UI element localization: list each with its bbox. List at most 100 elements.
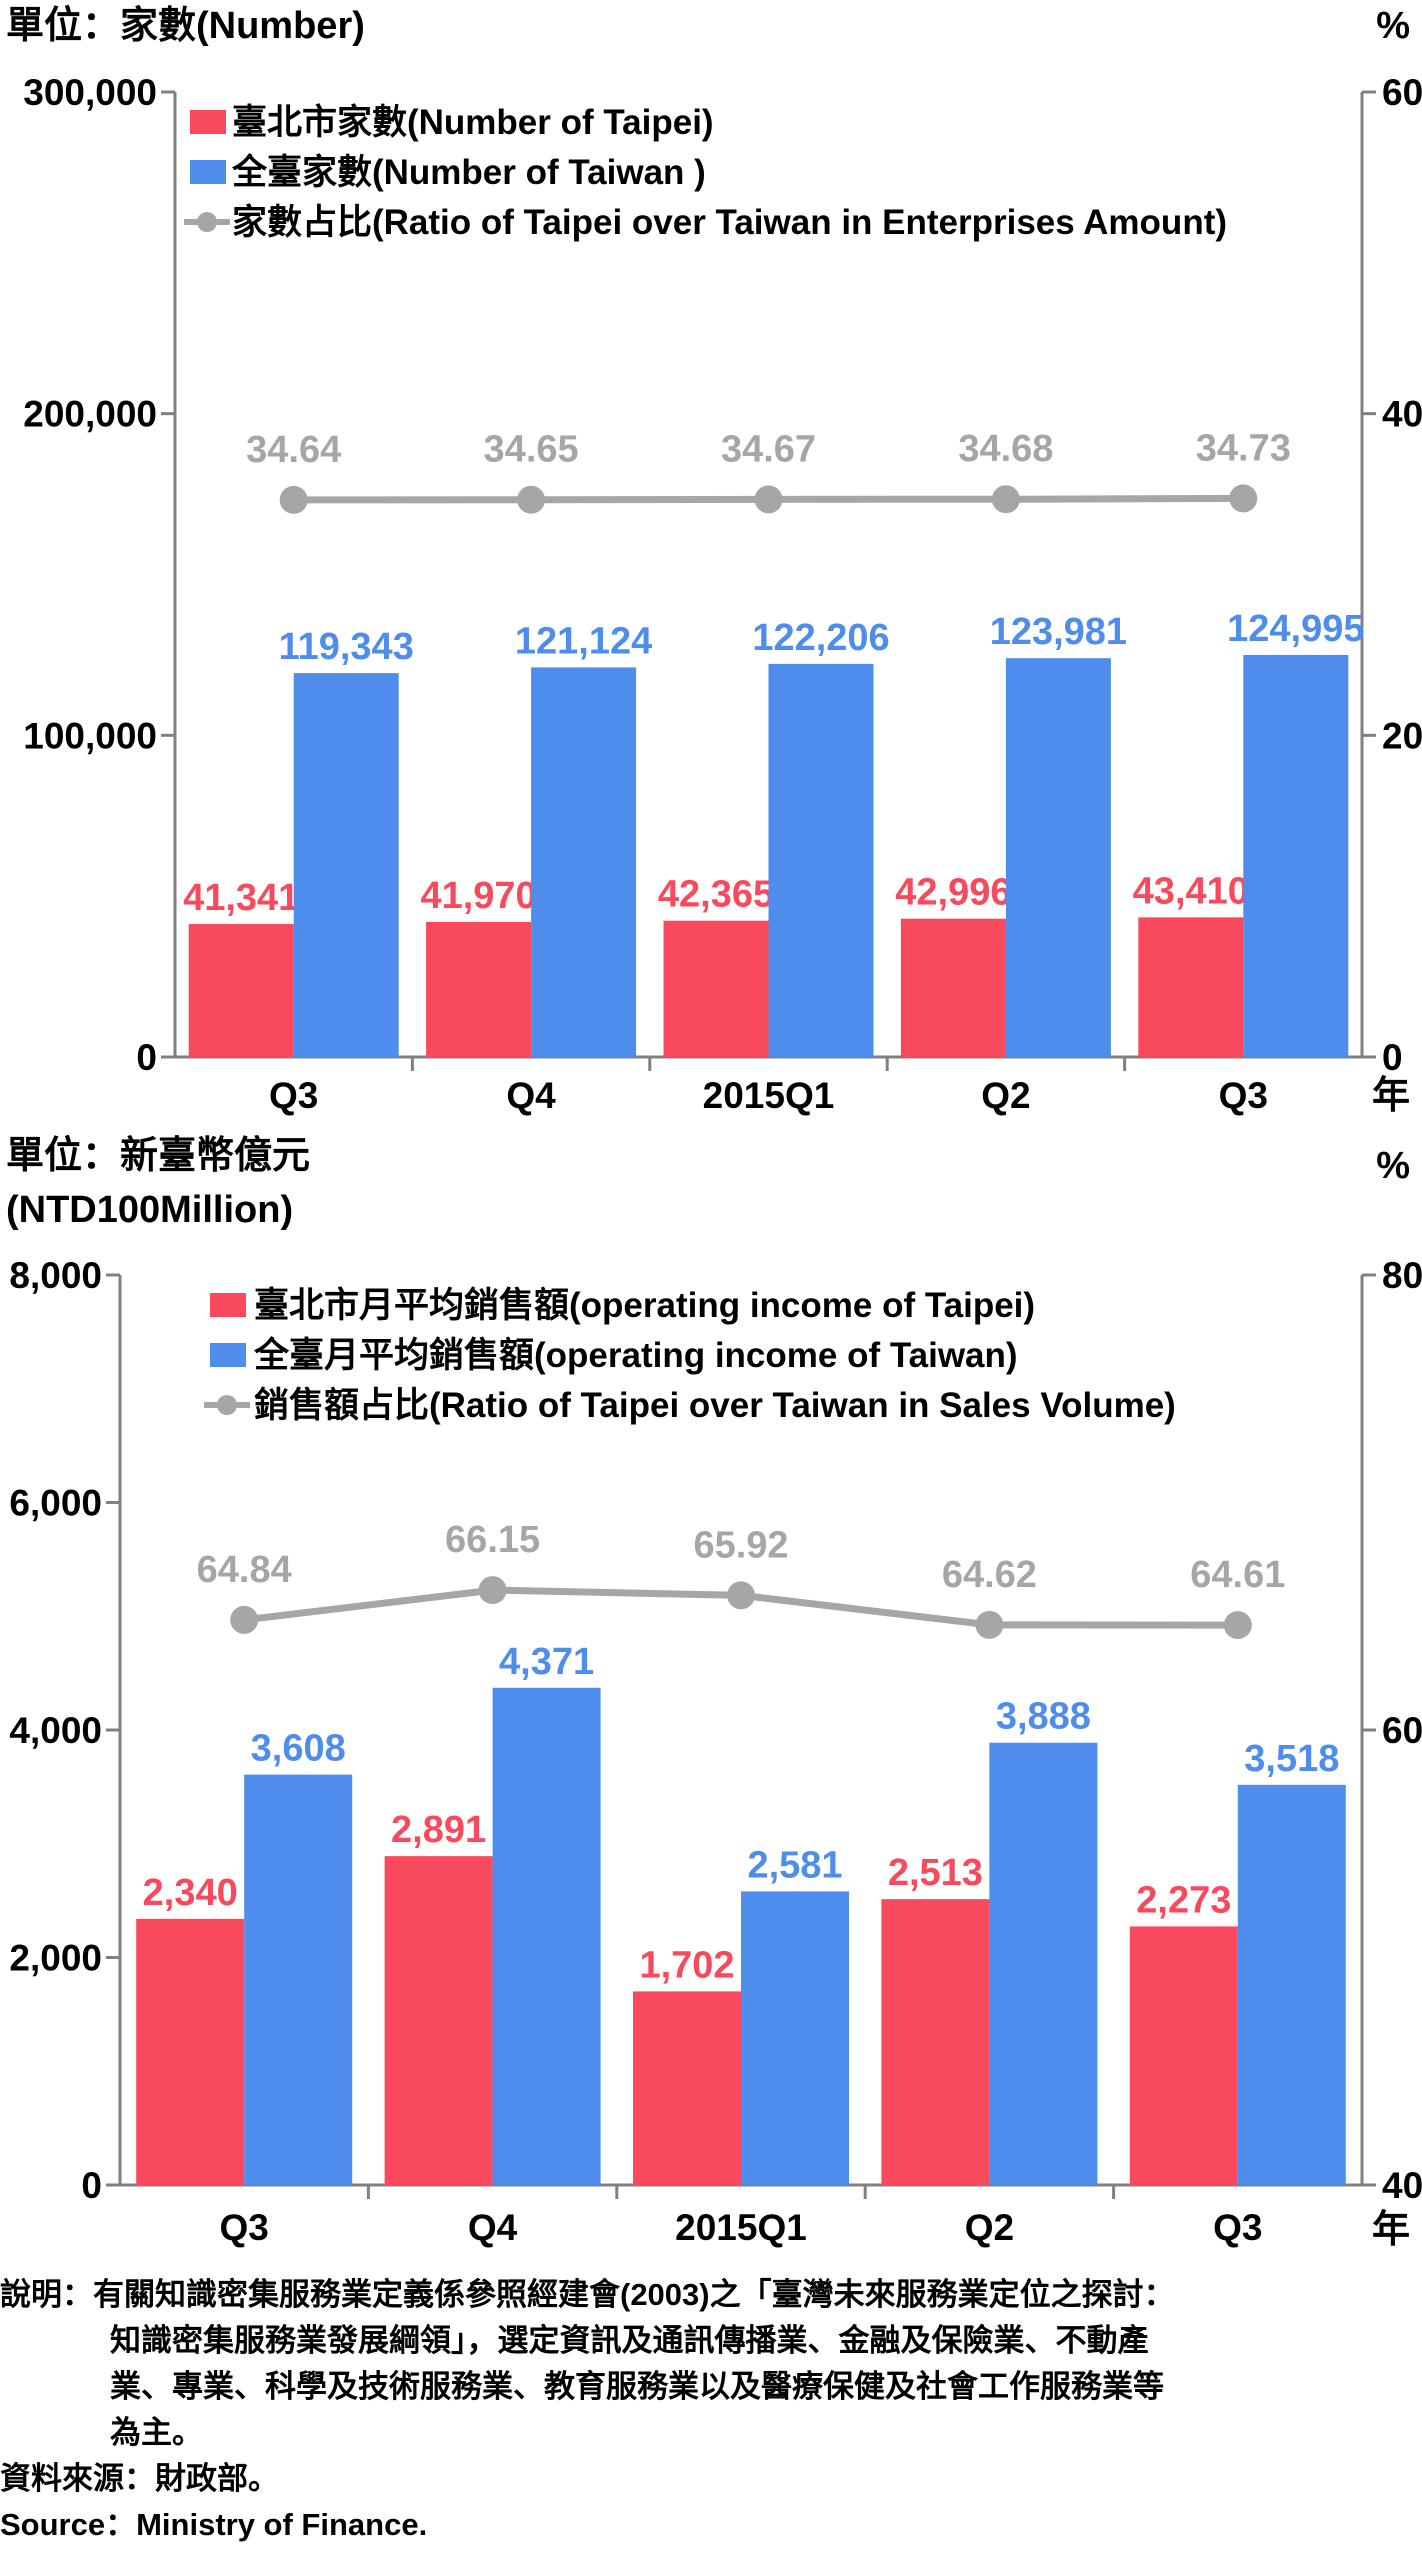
chart1-x-tick-label: Q2 xyxy=(981,1075,1030,1116)
chart2-legend-swatch-1 xyxy=(210,1343,246,1367)
chart1-taiwan-bar xyxy=(293,673,399,1057)
chart2-taipei-value-label: 2,273 xyxy=(1136,1879,1231,1921)
chart2-taipei-value-label: 1,702 xyxy=(639,1944,734,1986)
chart2-legend-label-0: 臺北市月平均銷售額(operating income of Taipei) xyxy=(254,1286,1035,1325)
chart2-left-unit: 單位：新臺幣億元 xyxy=(6,1135,310,1177)
chart1-ratio-point xyxy=(754,485,783,514)
chart1-taiwan-bar xyxy=(768,663,874,1057)
chart2-ratio-value-label: 64.62 xyxy=(942,1554,1037,1596)
note-line-1: 說明：有關知識密集服務業定義係參照經建會(2003)之「臺灣未來服務業定位之探討… xyxy=(0,2277,1175,2312)
chart1-ratio-value-label: 34.65 xyxy=(484,429,579,471)
chart1-right-tick-label: 20 xyxy=(1382,715,1422,756)
chart2-right-unit: % xyxy=(1376,1145,1410,1187)
chart1-legend-swatch-0 xyxy=(190,110,226,134)
chart2-taipei-value-label: 2,513 xyxy=(888,1852,983,1894)
chart2-ratio-value-label: 66.15 xyxy=(445,1519,540,1561)
chart2-taiwan-value-label: 2,581 xyxy=(747,1844,842,1886)
chart1-right-tick-label: 60 xyxy=(1382,72,1422,113)
chart1-taipei-bar xyxy=(188,924,294,1057)
source-en: Source：Ministry of Finance. xyxy=(0,2507,428,2542)
chart2-left-tick-label: 6,000 xyxy=(9,1483,102,1524)
chart1-taiwan-bar xyxy=(531,667,637,1057)
chart2-taiwan-value-label: 3,888 xyxy=(996,1696,1091,1738)
chart1-taiwan-value-label: 123,981 xyxy=(990,611,1127,653)
chart2-taiwan-bar xyxy=(1237,1784,1346,2185)
chart2-x-tick-label: Q4 xyxy=(468,2207,518,2248)
chart2-taipei-bar xyxy=(136,1918,245,2185)
chart2-taipei-bar xyxy=(1129,1926,1238,2185)
chart2-legend-label-1: 全臺月平均銷售額(operating income of Taiwan) xyxy=(253,1335,1018,1375)
chart1-taipei-value-label: 43,410 xyxy=(1133,870,1249,912)
chart1-taipei-bar xyxy=(900,918,1006,1057)
chart1-taipei-value-label: 42,996 xyxy=(895,872,1011,914)
note-line-3: 業、專業、科學及技術服務業、教育服務業以及醫療保健及社會工作服務業等 xyxy=(110,2369,1164,2404)
chart2-right-tick-label: 80 xyxy=(1382,1255,1422,1296)
chart1-taiwan-bar xyxy=(1243,654,1349,1057)
chart1-legend-label-1: 全臺家數(Number of Taiwan ) xyxy=(231,152,706,192)
chart1-left-tick-label: 0 xyxy=(136,1037,157,1078)
chart2-taipei-value-label: 2,891 xyxy=(391,1809,486,1851)
chart2-taiwan-bar xyxy=(741,1891,849,2185)
chart1-ratio-point xyxy=(991,485,1020,514)
chart2-taipei-bar xyxy=(633,1991,741,2185)
chart1-ratio-value-label: 34.68 xyxy=(958,428,1053,470)
chart1-right-tick-label: 40 xyxy=(1382,394,1422,435)
chart1-taiwan-value-label: 121,124 xyxy=(515,620,652,662)
chart2-taiwan-bar xyxy=(989,1742,1098,2185)
charts-canvas: 單位：家數(Number) % 0 100,000 200,000 300,000 0 20 4… xyxy=(6,5,1422,2251)
chart1-ratio-value-label: 34.73 xyxy=(1196,427,1291,469)
chart1-ratio-value-label: 34.64 xyxy=(246,429,341,471)
chart1-ratio-point xyxy=(279,485,308,514)
chart2-taipei-bar xyxy=(881,1899,990,2185)
chart1-taiwan-value-label: 119,343 xyxy=(279,626,414,668)
chart1-ratio-value-label: 34.67 xyxy=(721,428,816,470)
chart1-taipei-bar xyxy=(426,921,532,1057)
chart1-left-tick-label: 200,000 xyxy=(23,394,157,435)
chart2-x-tick-label: 2015Q1 xyxy=(675,2207,807,2248)
chart1-ratio-point xyxy=(1229,484,1258,513)
chart2-right-tick-label: 40 xyxy=(1382,2165,1422,2206)
chart2-taipei-value-label: 2,340 xyxy=(143,1872,238,1914)
chart1-right-unit: % xyxy=(1376,5,1410,47)
chart2-legend-swatch-0 xyxy=(210,1293,246,1317)
chart1-left-tick-label: 300,000 xyxy=(23,72,157,113)
chart1-left-unit: 單位：家數(Number) xyxy=(6,5,365,47)
chart2-ratio-point xyxy=(478,1576,507,1605)
note-line-4: 為主。 xyxy=(110,2415,203,2450)
chart2-year-label: 年 xyxy=(1372,2209,1410,2251)
chart2-left-tick-label: 2,000 xyxy=(9,1938,102,1979)
chart2-ratio-point xyxy=(727,1581,755,1610)
chart1-x-tick-label: 2015Q1 xyxy=(703,1075,835,1116)
chart2-taipei-bar xyxy=(384,1856,493,2185)
chart1-legend-swatch-1 xyxy=(190,160,226,184)
chart1-taipei-value-label: 42,365 xyxy=(658,874,774,916)
chart2-taiwan-value-label: 3,608 xyxy=(251,1728,346,1770)
chart2-taiwan-value-label: 3,518 xyxy=(1244,1738,1339,1780)
chart2-left-tick-label: 4,000 xyxy=(9,1710,102,1751)
chart2-taiwan-value-label: 4,371 xyxy=(499,1641,594,1683)
chart1-ratio-point xyxy=(517,485,546,514)
chart1-taiwan-bar xyxy=(1005,658,1111,1057)
note-line-2: 知識密集服務業發展綱領」，選定資訊及通訊傳播業、金融及保險業、不動產 xyxy=(110,2323,1149,2358)
chart2-ratio-point xyxy=(230,1605,259,1634)
chart1-year-label: 年 xyxy=(1372,1075,1410,1117)
chart1-taiwan-value-label: 124,995 xyxy=(1227,608,1364,650)
chart2-x-tick-label: Q3 xyxy=(220,2207,269,2248)
chart1-legend-label-2: 家數占比(Ratio of Taipei over Taiwan in Ente… xyxy=(232,203,1227,242)
chart2-x-tick-label: Q3 xyxy=(1213,2207,1262,2248)
chart2-left-unit-2: (NTD100Million) xyxy=(6,1189,293,1231)
chart2-right-tick-label: 60 xyxy=(1382,1710,1422,1751)
chart1-x-tick-label: Q3 xyxy=(269,1075,318,1116)
chart1-legend-marker xyxy=(197,212,217,232)
chart2-ratio-point xyxy=(1223,1611,1252,1640)
chart1-taipei-value-label: 41,341 xyxy=(183,877,299,919)
chart2-legend-marker xyxy=(217,1395,237,1415)
chart1-x-tick-label: Q4 xyxy=(506,1075,556,1116)
chart2-ratio-value-label: 64.61 xyxy=(1190,1554,1285,1596)
chart2-legend-label-2: 銷售額占比(Ratio of Taipei over Taiwan in Sal… xyxy=(254,1386,1176,1425)
chart1-right-tick-label: 0 xyxy=(1382,1037,1403,1078)
chart1-x-tick-label: Q3 xyxy=(1219,1075,1268,1116)
chart1-taipei-bar xyxy=(663,920,769,1057)
source-zh: 資料來源：財政部。 xyxy=(0,2461,279,2496)
notes-block: 說明：有關知識密集服務業定義係參照經建會(2003)之「臺灣未來服務業定位之探討… xyxy=(0,2272,1422,2548)
